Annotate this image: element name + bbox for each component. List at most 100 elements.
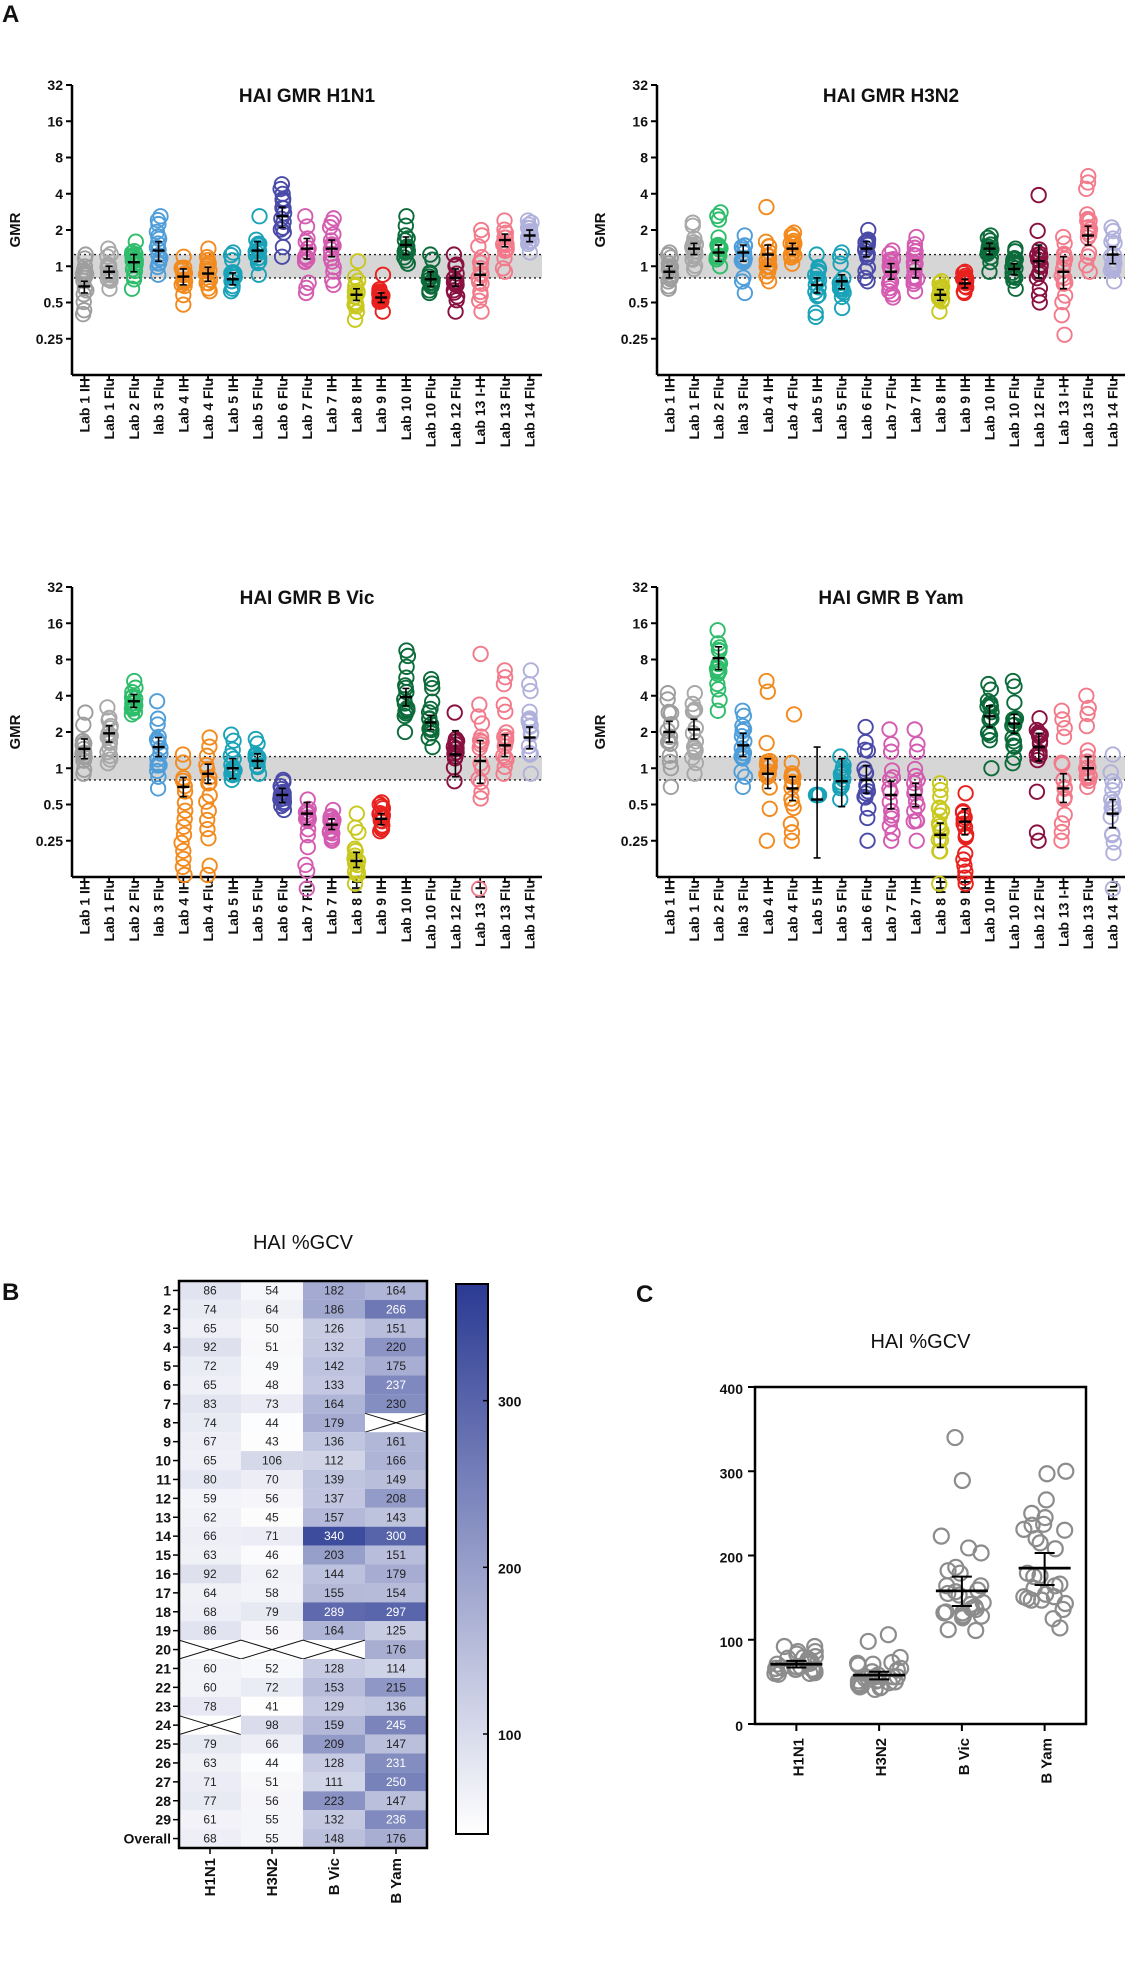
data-point: [123, 280, 141, 297]
data-point: [835, 284, 852, 301]
heatmap-cell: [365, 1810, 427, 1830]
heatmap-cell: [241, 1470, 303, 1489]
data-point: [659, 691, 676, 708]
heatmap-cell: [365, 1640, 427, 1659]
x-tick-label: Lab 1 Flu: [101, 880, 117, 941]
heatmap-cell: [241, 1564, 303, 1584]
data-point: [1053, 754, 1070, 771]
data-point: [967, 1621, 985, 1640]
heatmap-cell: [241, 1507, 303, 1527]
heatmap-cell-value: 63: [203, 1756, 217, 1770]
y-tick-label: 0.5: [629, 797, 649, 813]
data-point: [761, 800, 778, 817]
x-tick-label: Lab 7 IH: [908, 378, 924, 432]
heatmap-cell-value: 72: [203, 1359, 217, 1373]
y-axis-label: GMR: [592, 714, 609, 749]
y-tick-label: 0.25: [36, 331, 63, 347]
data-point: [446, 704, 463, 721]
data-point: [174, 754, 192, 771]
x-tick-label: Lab 4 IH: [760, 880, 776, 934]
heatmap-cell: [365, 1791, 427, 1811]
x-tick-label: Lab 5 IH: [809, 378, 825, 432]
missing-cross: [240, 1639, 304, 1660]
data-point: [222, 246, 240, 264]
heatmap-cell: [179, 1545, 241, 1565]
heatmap-cell-value: 223: [324, 1794, 344, 1808]
heatmap-cell: [241, 1602, 303, 1622]
heatmap-cell: [303, 1772, 365, 1792]
heatmap-cell: [303, 1602, 365, 1622]
data-point: [1102, 764, 1119, 781]
data-point: [1079, 174, 1097, 191]
y-tick-label: 8: [55, 652, 63, 668]
heatmap-cell: [365, 1356, 427, 1376]
data-point: [201, 769, 218, 786]
heatmap-cell: [179, 1318, 241, 1338]
data-point: [733, 238, 750, 256]
data-point: [810, 258, 827, 276]
data-point: [938, 1577, 956, 1595]
x-tick-label: Lab 7 Flu: [883, 880, 899, 941]
heatmap-cell: [303, 1621, 365, 1641]
data-point: [1056, 235, 1073, 252]
heatmap-cell: [365, 1470, 427, 1489]
data-point: [473, 221, 490, 239]
heatmap-cell-value: 56: [265, 1491, 279, 1505]
heatmap-cell-value: 106: [262, 1454, 282, 1468]
data-point: [496, 662, 513, 679]
data-point: [932, 788, 949, 805]
data-point: [957, 785, 974, 802]
x-tick-label: Lab 10 IH: [982, 378, 998, 440]
heatmap-row-label: 11: [156, 1471, 171, 1487]
data-point: [494, 260, 512, 277]
data-point: [1004, 729, 1021, 747]
data-point: [1030, 287, 1048, 304]
data-point: [953, 1471, 971, 1490]
y-tick-label: 32: [632, 579, 648, 595]
heatmap-cell: [365, 1545, 427, 1565]
x-tick-label: Lab 10 IH: [398, 378, 414, 440]
data-point: [908, 743, 926, 760]
data-point: [495, 696, 512, 713]
y-tick-label: 4: [55, 688, 63, 704]
data-point: [856, 760, 873, 777]
heatmap-cell-value: 230: [386, 1397, 406, 1411]
data-point: [396, 723, 414, 741]
y-tick-label: 0.25: [621, 331, 648, 347]
heatmap-cell-value: 155: [324, 1586, 344, 1600]
heatmap-cell: [179, 1753, 241, 1773]
x-tick-label: Lab 12 Flu: [1031, 880, 1047, 949]
data-point: [909, 270, 926, 288]
data-point: [930, 815, 948, 832]
heatmap-cell: [179, 1432, 241, 1452]
heatmap-cell: [241, 1829, 303, 1848]
data-point: [350, 824, 367, 841]
heatmap-cell-value: 125: [386, 1624, 406, 1638]
data-point: [1105, 844, 1122, 862]
data-point: [880, 275, 898, 292]
data-point: [201, 729, 218, 746]
data-point: [472, 254, 490, 271]
heatmap-cell-value: 266: [386, 1302, 406, 1316]
heatmap-cell-value: 209: [324, 1737, 344, 1751]
gcv-scatter: HAI %GCV 0 100 200 300 400 H1N1 H3N2 B Vic B Yam: [720, 1331, 1088, 1784]
data-point: [660, 703, 677, 721]
data-point: [373, 807, 391, 825]
heatmap-cell-value: 65: [203, 1321, 217, 1335]
heatmap-cell-value: 60: [203, 1680, 217, 1694]
data-point: [248, 231, 265, 248]
data-point: [398, 642, 415, 659]
x-tick-label: Lab 12 Flu: [447, 378, 463, 447]
data-point: [497, 237, 515, 254]
x-tick-label: Lab 7 IH: [908, 880, 924, 934]
heatmap-cell: [303, 1677, 365, 1697]
heatmap-cell: [303, 1715, 365, 1735]
x-tick-label: H1N1: [790, 1738, 807, 1776]
heatmap-cell: [365, 1753, 427, 1773]
heatmap-cell: [179, 1564, 241, 1584]
data-point: [299, 838, 316, 856]
data-point: [99, 699, 116, 716]
heatmap-cell: [303, 1281, 365, 1300]
data-point: [325, 210, 342, 227]
x-tick-label: Lab 13 I-H: [1055, 880, 1071, 947]
